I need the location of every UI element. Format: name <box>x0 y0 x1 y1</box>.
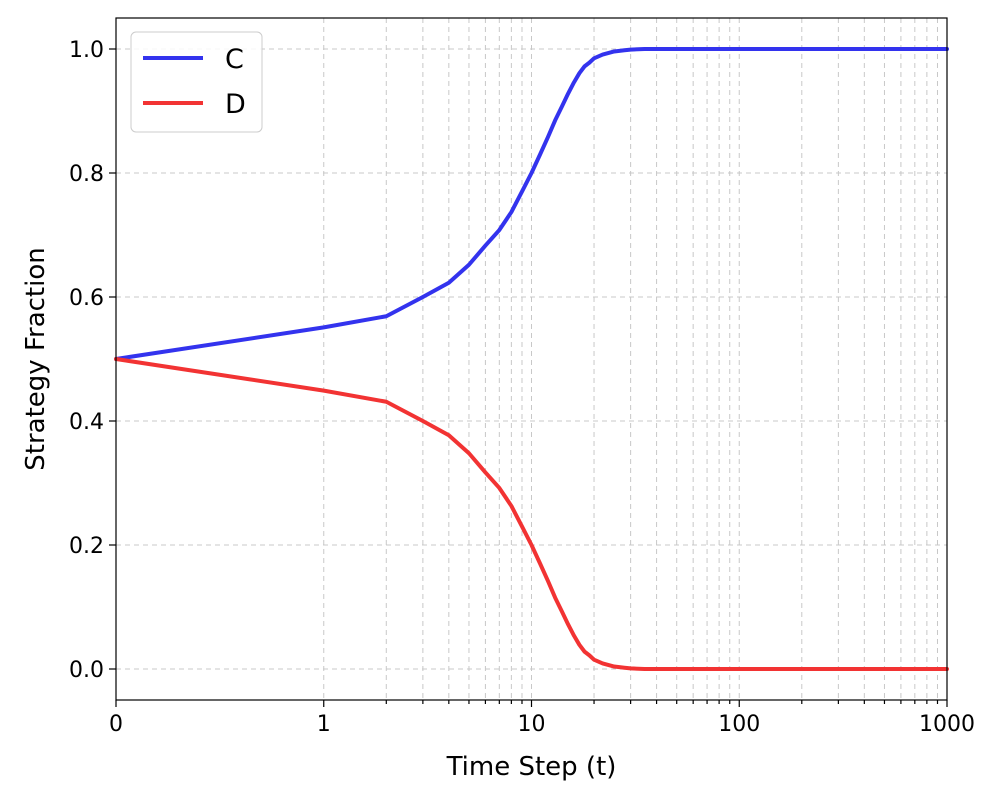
y-tick-label: 0.0 <box>69 658 104 683</box>
y-tick-label: 1.0 <box>69 38 104 63</box>
legend-label-d: D <box>225 89 246 120</box>
legend-label-c: C <box>225 44 244 75</box>
y-tick-label: 0.6 <box>69 286 104 311</box>
x-tick-label: 1 <box>317 712 331 737</box>
x-tick-label: 10 <box>518 712 546 737</box>
y-tick-label: 0.2 <box>69 534 104 559</box>
legend: C D <box>130 31 263 133</box>
series-lines <box>114 47 949 671</box>
x-axis-label: Time Step (t) <box>446 752 617 782</box>
series-line-c <box>114 47 949 361</box>
y-axis-label: Strategy Fraction <box>21 247 51 470</box>
x-tick-label: 0 <box>109 712 123 737</box>
y-tick-label: 0.4 <box>69 410 104 435</box>
x-tick-label: 1000 <box>919 712 975 737</box>
y-tick-label: 0.8 <box>69 162 104 187</box>
series-line-d <box>114 357 949 671</box>
x-tick-label: 100 <box>718 712 760 737</box>
axis-ticks: 0 1 10 100 1000 0.0 0.2 0.4 0.6 0.8 1.0 <box>69 38 975 737</box>
